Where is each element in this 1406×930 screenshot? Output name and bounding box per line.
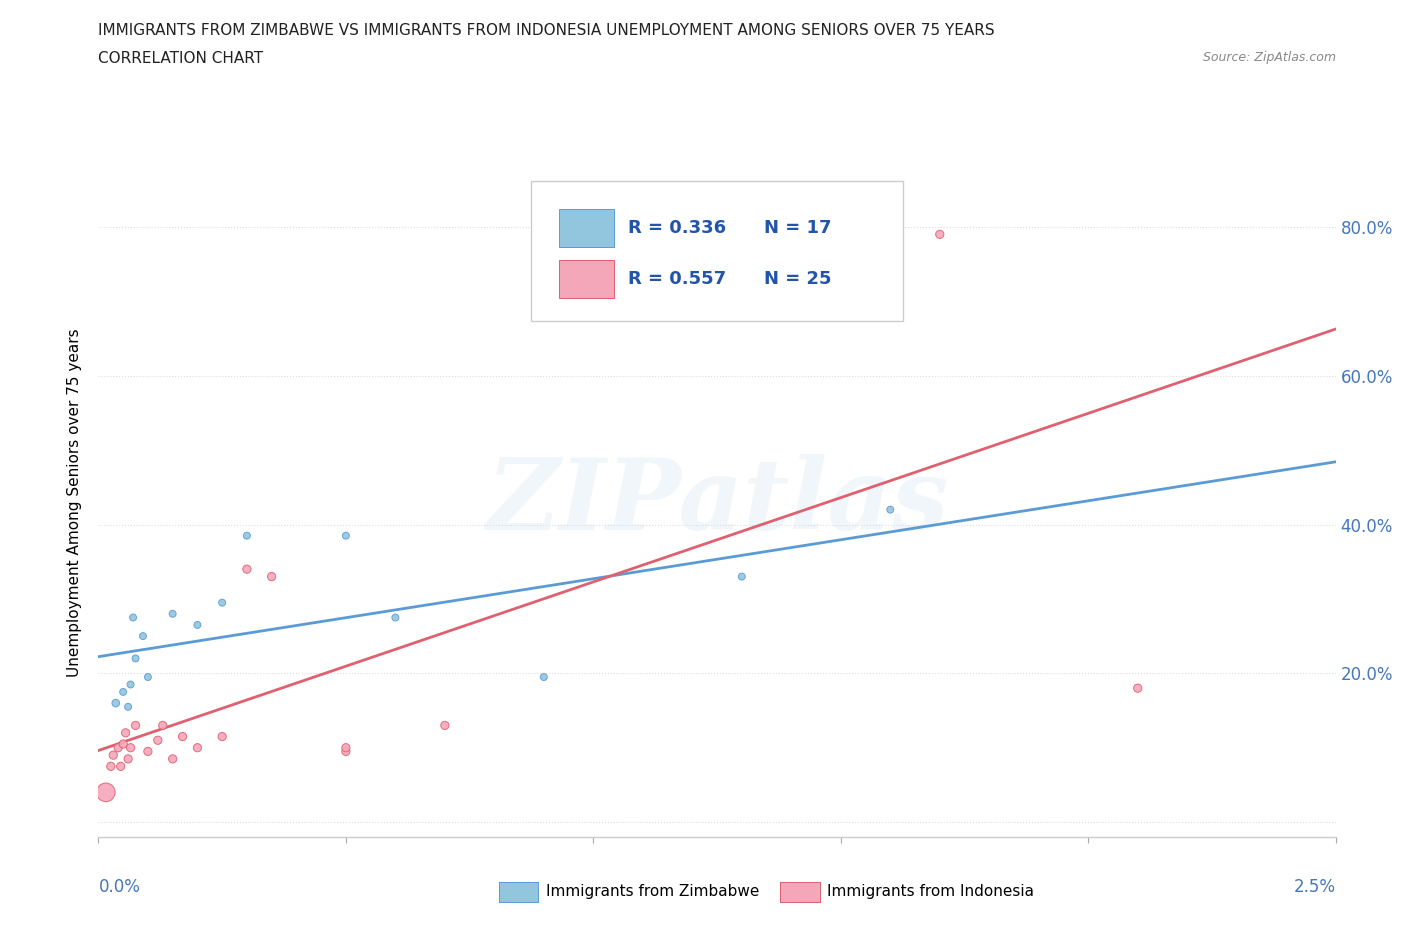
Point — [107, 740, 129, 755]
Point — [928, 227, 950, 242]
Point — [132, 629, 155, 644]
Point — [172, 729, 194, 744]
Point — [186, 740, 208, 755]
Point — [335, 744, 357, 759]
Point — [117, 751, 139, 766]
Point — [582, 257, 605, 272]
Text: N = 25: N = 25 — [763, 270, 831, 288]
Text: Immigrants from Indonesia: Immigrants from Indonesia — [827, 884, 1033, 899]
Y-axis label: Unemployment Among Seniors over 75 years: Unemployment Among Seniors over 75 years — [67, 328, 83, 676]
Point — [117, 699, 139, 714]
Point — [94, 785, 117, 800]
Point — [136, 670, 159, 684]
Point — [120, 740, 142, 755]
Point — [146, 733, 169, 748]
Point — [335, 528, 357, 543]
Text: R = 0.557: R = 0.557 — [628, 270, 725, 288]
Text: R = 0.336: R = 0.336 — [628, 219, 725, 237]
Point — [162, 606, 184, 621]
Point — [384, 610, 406, 625]
Text: IMMIGRANTS FROM ZIMBABWE VS IMMIGRANTS FROM INDONESIA UNEMPLOYMENT AMONG SENIORS: IMMIGRANTS FROM ZIMBABWE VS IMMIGRANTS F… — [98, 23, 995, 38]
Text: N = 17: N = 17 — [763, 219, 831, 237]
FancyBboxPatch shape — [531, 180, 903, 322]
Point — [1126, 681, 1149, 696]
Point — [433, 718, 456, 733]
Point — [236, 562, 259, 577]
Point — [879, 502, 901, 517]
Point — [124, 651, 146, 666]
Point — [112, 684, 135, 699]
Point — [335, 740, 357, 755]
Point — [124, 718, 146, 733]
Point — [260, 569, 283, 584]
Point — [104, 696, 127, 711]
Point — [122, 610, 145, 625]
Point — [211, 729, 233, 744]
Point — [136, 744, 159, 759]
Text: Immigrants from Zimbabwe: Immigrants from Zimbabwe — [546, 884, 759, 899]
Point — [112, 737, 135, 751]
Bar — [558, 260, 614, 299]
Point — [731, 569, 754, 584]
Text: 0.0%: 0.0% — [98, 878, 141, 896]
Bar — [558, 209, 614, 247]
Text: 2.5%: 2.5% — [1294, 878, 1336, 896]
Point — [236, 528, 259, 543]
Point — [103, 748, 125, 763]
Text: CORRELATION CHART: CORRELATION CHART — [98, 51, 263, 66]
Point — [100, 759, 122, 774]
Point — [152, 718, 174, 733]
Point — [211, 595, 233, 610]
Point — [533, 670, 555, 684]
Point — [110, 759, 132, 774]
Point — [114, 725, 136, 740]
Text: Source: ZipAtlas.com: Source: ZipAtlas.com — [1202, 51, 1336, 64]
Point — [120, 677, 142, 692]
Point — [186, 618, 208, 632]
Point — [162, 751, 184, 766]
Text: ZIPatlas: ZIPatlas — [486, 454, 948, 551]
